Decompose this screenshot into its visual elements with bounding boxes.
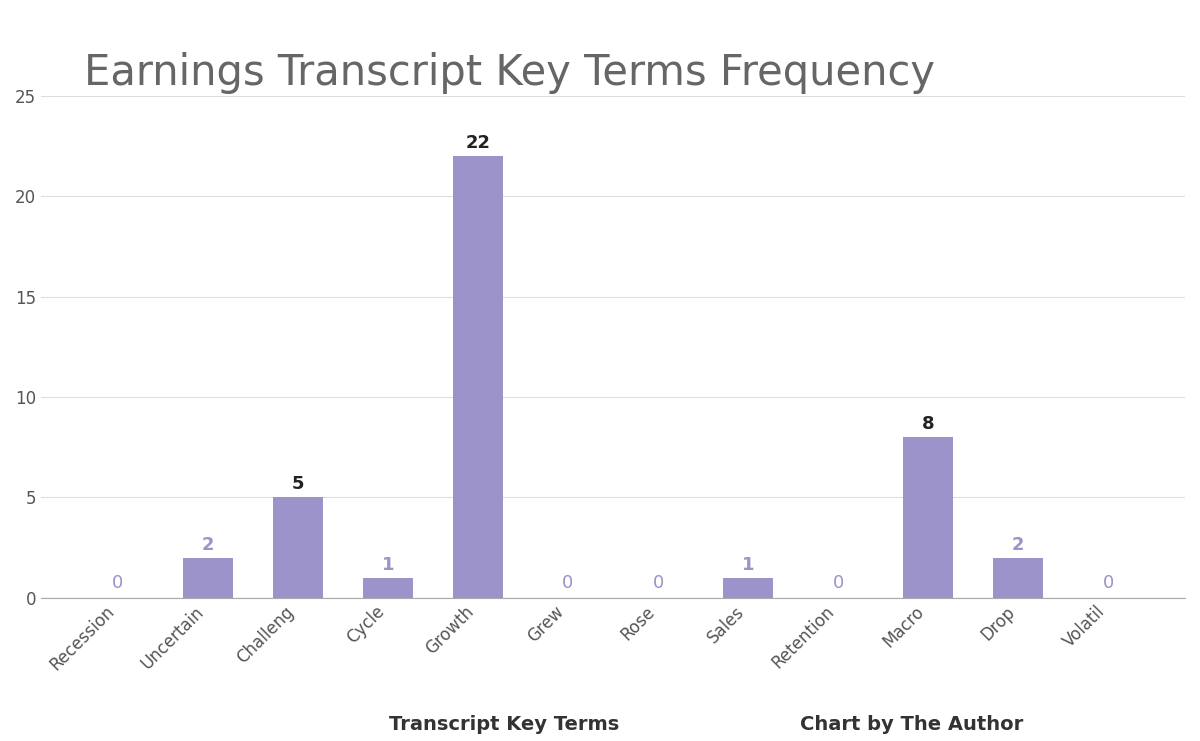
Bar xyxy=(454,156,503,598)
Bar xyxy=(724,578,773,598)
Bar xyxy=(184,557,233,598)
Text: 2: 2 xyxy=(202,536,214,554)
Text: Chart by The Author: Chart by The Author xyxy=(800,714,1024,734)
Text: 5: 5 xyxy=(292,475,304,494)
Text: 1: 1 xyxy=(742,556,755,574)
Bar xyxy=(364,578,413,598)
Bar xyxy=(904,437,953,598)
Text: Transcript Key Terms: Transcript Key Terms xyxy=(389,714,619,734)
Text: 0: 0 xyxy=(563,574,574,591)
Bar xyxy=(274,497,323,598)
Text: 2: 2 xyxy=(1012,536,1025,554)
Text: 1: 1 xyxy=(382,556,394,574)
Bar xyxy=(994,557,1043,598)
Text: Earnings Transcript Key Terms Frequency: Earnings Transcript Key Terms Frequency xyxy=(84,52,935,94)
Text: 0: 0 xyxy=(833,574,844,591)
Text: 0: 0 xyxy=(1103,574,1114,591)
Text: 22: 22 xyxy=(466,134,491,153)
Text: 0: 0 xyxy=(112,574,124,591)
Text: 0: 0 xyxy=(653,574,664,591)
Text: 8: 8 xyxy=(922,415,935,433)
